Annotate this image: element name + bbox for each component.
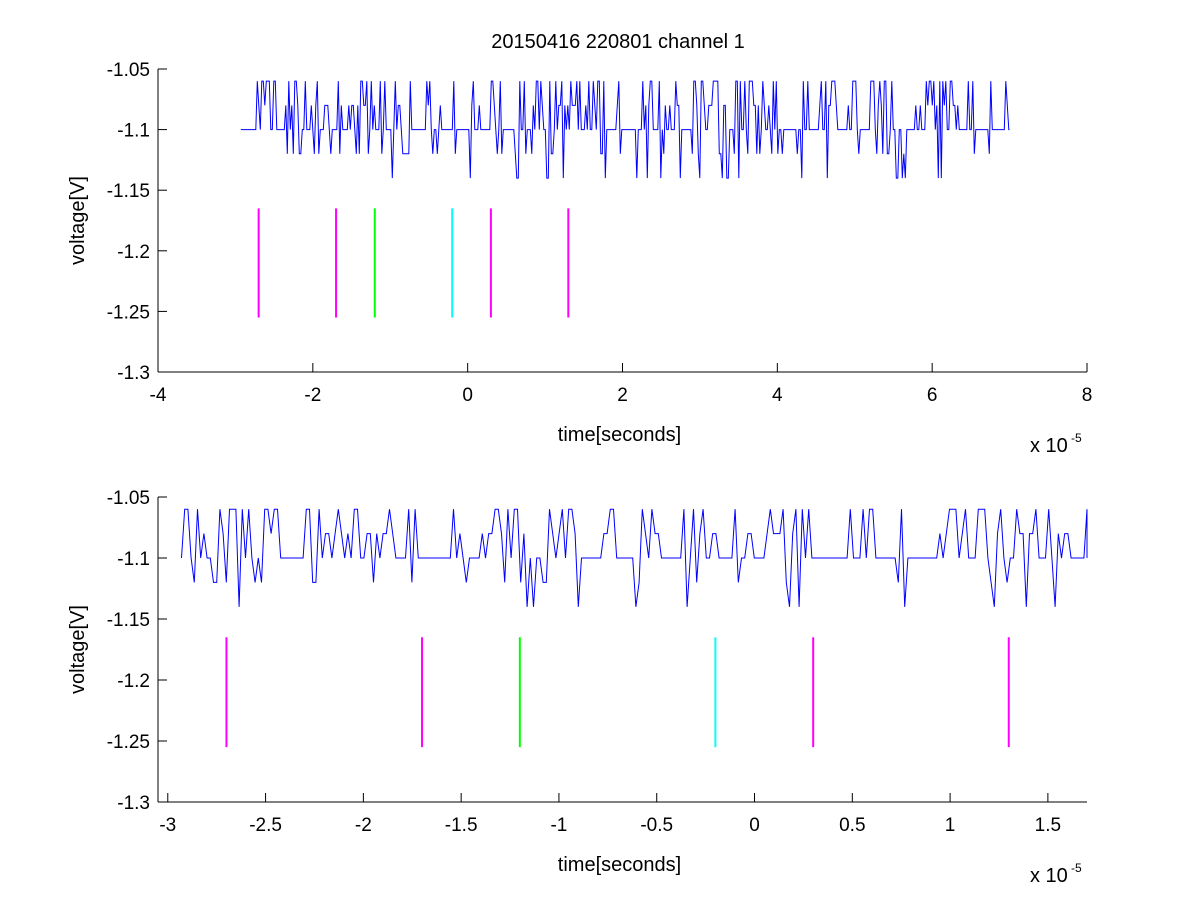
top-signal-trace <box>240 80 1010 179</box>
bottom-x-axis-label: time[seconds] <box>558 854 681 876</box>
top-x-tick-label: 4 <box>772 385 783 406</box>
bottom-plot: -1.05 -1.1 -1.15 -1.2 -1.25 -1.3 -3 -2.5 -2 -1.5 -… <box>67 488 1088 887</box>
top-x-tick-label: 2 <box>617 385 628 406</box>
bottom-x-tick-label: -2 <box>355 815 372 836</box>
top-y-tick-label: -1.3 <box>117 363 150 384</box>
bottom-y-tick-label: -1.1 <box>117 549 150 570</box>
bottom-y-tick-label: -1.05 <box>107 488 150 509</box>
bottom-x-tick-label: -0.5 <box>640 815 673 836</box>
top-y-tick-label: -1.05 <box>107 60 150 81</box>
top-y-tick-label: -1.15 <box>107 181 150 202</box>
top-y-axis-label: voltage[V] <box>67 176 89 265</box>
top-x-exponent: -5 <box>1071 431 1082 445</box>
bottom-signal-trace <box>181 508 1088 607</box>
top-y-tick-label: -1.25 <box>107 302 150 323</box>
bottom-y-tick-label: -1.15 <box>107 610 150 631</box>
top-x-exponent-label: x 10 <box>1030 435 1068 457</box>
top-x-axis-label: time[seconds] <box>558 424 681 446</box>
bottom-x-tick-label: 1.5 <box>1035 815 1061 836</box>
bottom-x-tick-label: -2.5 <box>249 815 282 836</box>
top-x-tick-label: 6 <box>927 385 938 406</box>
top-x-tick-label: -2 <box>304 385 321 406</box>
top-x-tick-label: -4 <box>150 385 167 406</box>
bottom-x-tick-label: -1.5 <box>445 815 478 836</box>
bottom-x-exponent: -5 <box>1071 861 1082 875</box>
bottom-y-tick-label: -1.2 <box>117 671 150 692</box>
bottom-y-tick-label: -1.3 <box>117 793 150 814</box>
bottom-x-exponent-label: x 10 <box>1030 865 1068 887</box>
bottom-x-tick-label: -3 <box>159 815 176 836</box>
top-plot: -1.05 -1.1 -1.15 -1.2 -1.25 -1.3-4 -2 0 2 4 6 8 time… <box>67 60 1092 457</box>
top-x-tick-label: 0 <box>462 385 473 406</box>
bottom-x-tick-label: 0.5 <box>839 815 865 836</box>
top-y-tick-label: -1.2 <box>117 242 150 263</box>
bottom-x-tick-label: -1 <box>550 815 567 836</box>
bottom-x-tick-label: 1 <box>945 815 956 836</box>
top-x-tick-label: 8 <box>1082 385 1093 406</box>
bottom-y-axis-label: voltage[V] <box>67 605 89 694</box>
bottom-y-tick-label: -1.25 <box>107 732 150 753</box>
figure-title: 20150416 220801 channel 1 <box>491 31 745 53</box>
bottom-x-tick-label: 0 <box>749 815 760 836</box>
top-y-tick-label: -1.1 <box>117 121 150 142</box>
